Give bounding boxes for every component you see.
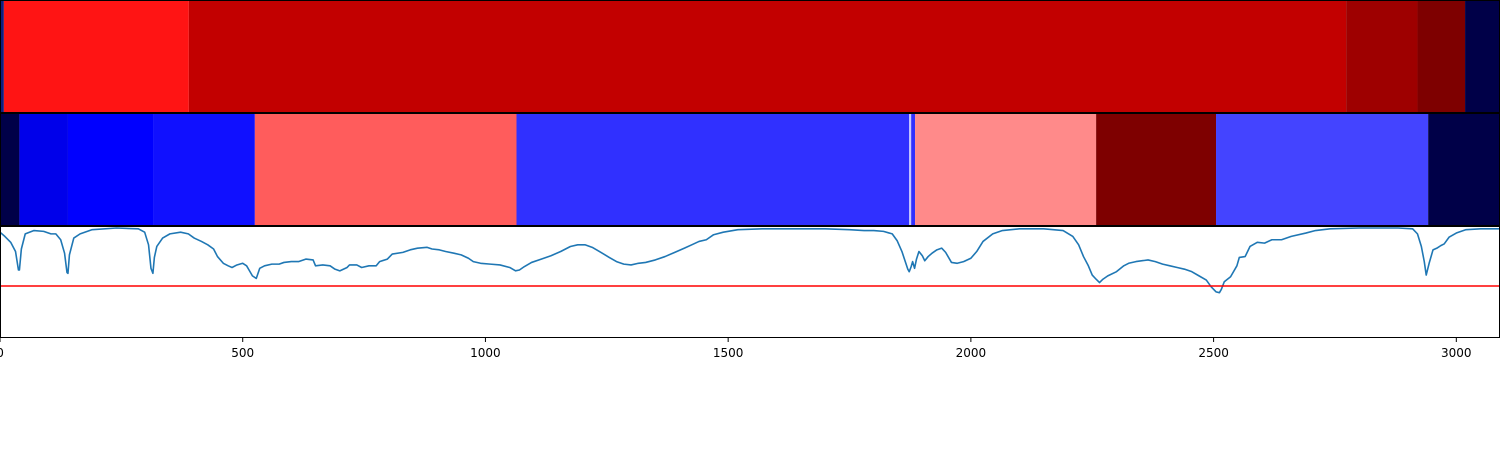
- heatmap-segment-1-1: [19, 113, 68, 226]
- x-tick-label-4: 2000: [956, 346, 987, 360]
- x-tick-label-3: 1500: [713, 346, 744, 360]
- x-tick-label-2: 1000: [470, 346, 501, 360]
- x-axis: 0 500 1000 1500 2000 2500 3000: [0, 338, 1472, 360]
- heatmap-segment-1-5: [516, 113, 910, 226]
- line-panel-background: [0, 226, 1500, 338]
- heatmap-segment-0-0: [0, 0, 4, 113]
- heatmap-segment-0-2: [188, 0, 1347, 113]
- heatmap-segment-1-3: [153, 113, 255, 226]
- heatmap-segment-0-5: [1465, 0, 1500, 113]
- x-tick-label-1: 500: [231, 346, 254, 360]
- x-tick-label-0: 0: [0, 346, 4, 360]
- heatmap-segment-0-3: [1346, 0, 1418, 113]
- heatmap-segment-1-8: [915, 113, 1097, 226]
- heatmap-segment-1-10: [1216, 113, 1429, 226]
- heatmap-segment-1-11: [1428, 113, 1500, 226]
- line-panel: [0, 226, 1500, 338]
- heatmap-row-middle: [0, 113, 1500, 226]
- series-line: [0, 227, 1500, 294]
- heatmap-segment-1-4: [254, 113, 517, 226]
- heatmap-segment-0-1: [3, 0, 189, 113]
- heatmap-segment-1-7: [911, 113, 916, 226]
- x-tick-label-5: 2500: [1198, 346, 1229, 360]
- heatmap-segment-1-6: [909, 113, 912, 226]
- x-tick-label-6: 3000: [1441, 346, 1472, 360]
- heatmap-row-top: [0, 0, 1500, 113]
- heatmap-segment-1-0: [0, 113, 20, 226]
- heatmap-segment-1-9: [1096, 113, 1217, 226]
- heatmap-segment-1-2: [67, 113, 154, 226]
- heatmap-segment-0-4: [1417, 0, 1466, 113]
